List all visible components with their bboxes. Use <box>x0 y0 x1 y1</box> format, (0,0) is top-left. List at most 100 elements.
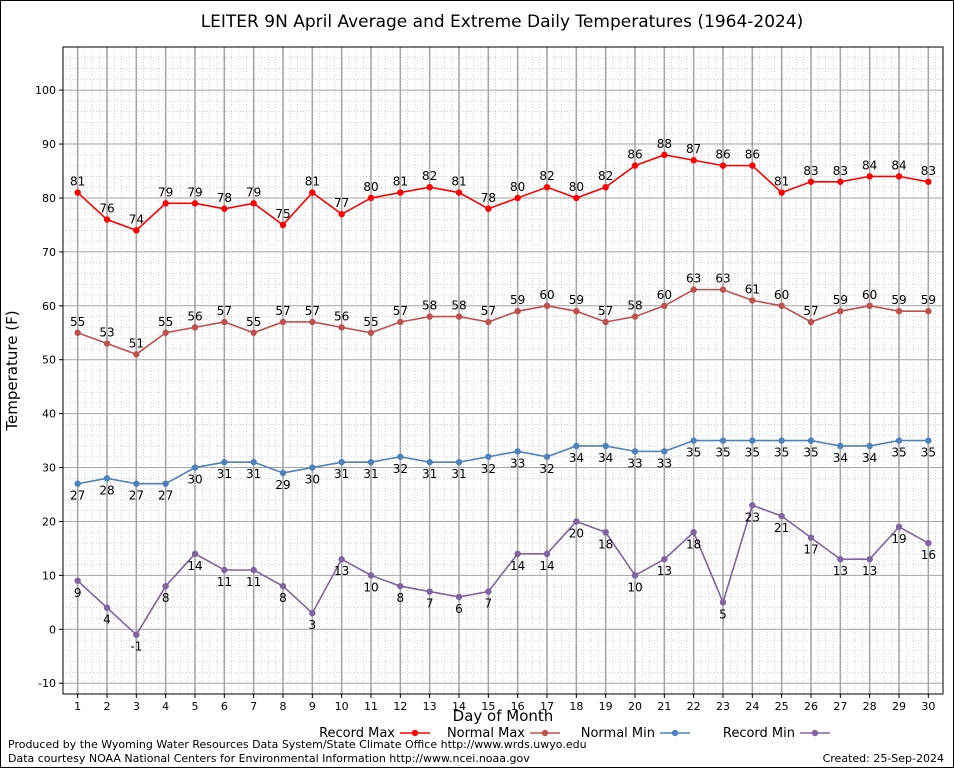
data-point-normal-max <box>573 307 580 315</box>
data-label-normal-max: 58 <box>451 299 466 313</box>
legend-label-record-min: Record Min <box>723 726 795 741</box>
data-label-normal-max: 56 <box>187 309 202 323</box>
data-label-record-max: 86 <box>745 148 760 162</box>
data-point-record-max <box>103 216 111 223</box>
data-label-normal-min: 32 <box>539 462 554 476</box>
x-tick-label: 21 <box>657 700 671 713</box>
data-point-normal-min <box>837 442 844 450</box>
data-point-normal-min <box>133 480 140 487</box>
data-label-record-min: 17 <box>803 543 818 557</box>
data-label-record-max: 79 <box>246 185 261 199</box>
data-point-record-max <box>631 162 639 169</box>
data-label-normal-max: 57 <box>275 304 290 318</box>
data-point-record-max <box>778 189 785 196</box>
data-point-normal-min <box>573 442 580 450</box>
data-point-normal-min <box>925 437 932 444</box>
data-label-record-min: 7 <box>485 597 493 611</box>
legend-label-normal-max: Normal Max <box>447 726 525 741</box>
data-point-normal-max <box>543 302 551 309</box>
data-point-record-max <box>338 210 345 218</box>
data-point-normal-max <box>191 324 199 331</box>
data-point-normal-max <box>426 313 433 320</box>
data-point-record-min <box>367 572 375 579</box>
data-label-normal-min: 30 <box>187 473 202 487</box>
data-label-normal-max: 60 <box>539 288 554 302</box>
data-label-normal-min: 34 <box>833 451 848 465</box>
data-point-normal-max <box>455 313 463 320</box>
data-point-record-min <box>661 556 668 563</box>
data-point-normal-min <box>279 469 287 477</box>
data-point-record-min <box>573 518 580 525</box>
series-record-max: 81 76 74 79 79 78 79 75 81 77 80 81 82 81 78 80 82 80 82 86… <box>70 137 936 234</box>
x-tick-label: 26 <box>804 700 818 713</box>
series-line-record-min <box>77 504 929 636</box>
legend-marker-normal-max <box>541 729 549 737</box>
data-label-record-max: 83 <box>921 164 936 178</box>
data-label-normal-max: 60 <box>774 288 789 302</box>
plot-area <box>62 46 944 695</box>
data-point-record-max <box>133 227 140 234</box>
series-line-normal-min <box>77 439 929 485</box>
major-grid <box>63 47 943 694</box>
legend-marker-record-min <box>811 729 819 737</box>
data-point-normal-min <box>690 437 697 444</box>
data-label-record-min: 8 <box>162 591 170 605</box>
data-label-record-min: 7 <box>426 597 434 611</box>
data-point-record-min <box>807 534 815 541</box>
x-tick-label: 23 <box>716 700 730 713</box>
data-label-normal-min: 31 <box>217 467 232 481</box>
data-point-record-min <box>514 550 521 558</box>
data-label-normal-min: 32 <box>393 462 408 476</box>
data-label-normal-max: 63 <box>686 272 701 286</box>
data-point-record-max <box>426 183 433 191</box>
data-label-record-min: 13 <box>833 564 848 578</box>
y-tick-label: 20 <box>42 515 56 528</box>
data-label-normal-max: 59 <box>833 293 848 307</box>
data-label-record-max: 83 <box>803 164 818 178</box>
x-tick-label: 6 <box>221 700 228 713</box>
x-tick-label: 30 <box>921 700 935 713</box>
data-point-normal-min <box>602 442 609 450</box>
y-tick-label: 50 <box>42 354 56 367</box>
data-label-normal-min: 34 <box>569 451 584 465</box>
data-point-record-max <box>895 173 903 180</box>
data-label-record-max: 78 <box>217 191 232 205</box>
data-point-normal-max <box>485 318 492 326</box>
data-point-normal-min <box>661 448 668 455</box>
data-point-normal-max <box>837 307 844 315</box>
x-tick-label: 11 <box>364 700 378 713</box>
data-point-normal-min <box>397 453 404 460</box>
data-point-record-max <box>690 157 697 164</box>
x-tick-label: 17 <box>540 700 554 713</box>
data-point-record-max <box>807 178 815 185</box>
x-tick-label: 10 <box>335 700 349 713</box>
data-point-normal-max <box>807 318 815 326</box>
data-point-record-max <box>866 173 873 180</box>
data-point-normal-min <box>778 437 785 444</box>
chart-title: LEITER 9N April Average and Extreme Dail… <box>201 12 804 32</box>
data-point-normal-max <box>514 307 521 315</box>
data-point-normal-max <box>162 329 169 336</box>
data-label-normal-max: 55 <box>70 315 85 329</box>
series-record-min: 9 4 -1 8 14 11 11 8 3 13 10 8 7 6 7 14 14 20 18 10 13 18 5 23 21… <box>74 502 936 654</box>
data-point-record-max <box>719 162 727 169</box>
data-label-normal-min: 27 <box>158 489 173 503</box>
data-point-normal-min <box>866 442 873 450</box>
x-axis-label: Day of Month <box>453 707 554 725</box>
data-point-normal-min <box>749 437 756 444</box>
data-label-normal-min: 35 <box>715 446 730 460</box>
data-label-record-max: 80 <box>363 180 378 194</box>
data-label-record-min: 11 <box>246 575 261 589</box>
data-label-normal-min: 35 <box>686 446 701 460</box>
x-tick-label: 27 <box>833 700 847 713</box>
data-label-record-max: 79 <box>187 185 202 199</box>
data-point-record-min <box>455 593 463 601</box>
data-point-record-min <box>221 566 228 574</box>
data-label-record-max: 76 <box>99 202 114 216</box>
x-tick-label: 1 <box>74 700 81 713</box>
data-label-normal-min: 35 <box>891 446 906 460</box>
data-point-record-max <box>543 183 551 191</box>
data-label-record-max: 80 <box>569 180 584 194</box>
data-point-normal-max <box>309 318 316 326</box>
data-label-normal-min: 35 <box>745 446 760 460</box>
